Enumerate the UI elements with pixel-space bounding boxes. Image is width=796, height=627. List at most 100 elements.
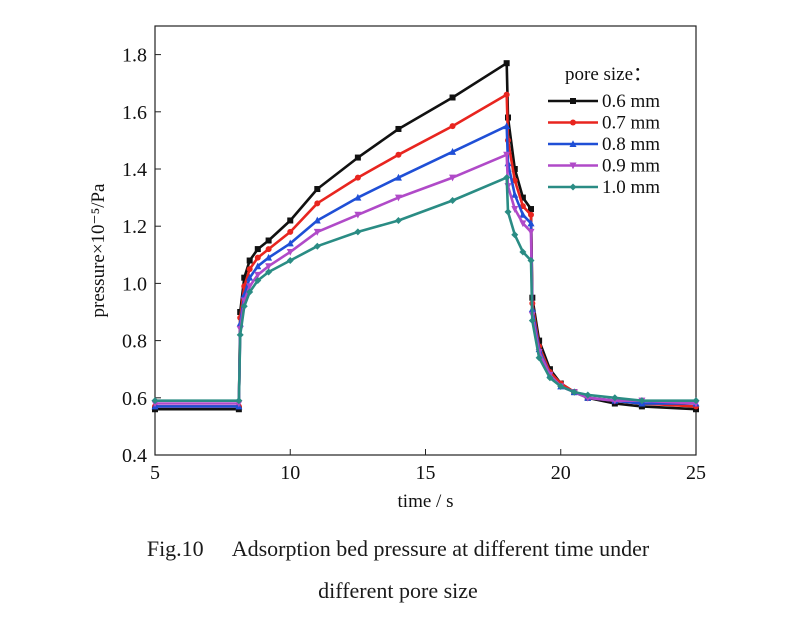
data-point-1-0-mm [246,288,254,296]
data-point-1-0-mm [394,216,402,224]
y-tick-label: 0.6 [122,388,147,410]
data-point-0-8-mm [394,173,402,181]
data-point-0-6-mm [265,237,272,244]
data-point-1-0-mm [151,397,159,405]
pressure-chart: 5 10 15 20 25 0.4 0.6 0.8 1.0 1.2 1.4 1.6 1.8 time / … [88,25,706,512]
data-point-0-8-mm [254,262,262,270]
data-point-1-0-mm [535,354,543,362]
data-point-0-7-mm [314,200,321,207]
data-point-1-0-mm [354,228,362,236]
data-point-0-7-mm [449,123,456,130]
data-point-1-0-mm [557,382,565,390]
data-point-0-8-mm [527,219,535,227]
data-point-0-7-mm [503,91,510,98]
data-point-1-0-mm [313,242,321,250]
data-point-0-9-mm [511,206,519,213]
figure-caption-line-2: different pore size [318,578,478,603]
data-point-1-0-mm [692,397,700,405]
data-point-0-9-mm [527,228,535,236]
data-point-1-0-mm [528,317,536,325]
data-point-0-9-mm [449,174,457,182]
data-point-0-7-mm [246,266,253,273]
data-point-0-6-mm [254,246,261,253]
data-point-1-0-mm [265,268,273,276]
legend-marker-0-7-mm [570,119,576,126]
legend-marker-1-0-mm [569,183,577,191]
data-point-0-8-mm [519,210,527,218]
data-point-0-6-mm [287,217,294,224]
data-point-0-8-mm [354,193,362,201]
data-point-0-9-mm [246,283,254,291]
data-point-1-0-mm [511,231,519,239]
data-point-0-6-mm [511,166,518,172]
data-point-1-0-mm [449,196,457,204]
data-point-0-9-mm [503,151,511,159]
data-point-0-6-mm [314,186,321,193]
x-tick-label: 5 [150,462,160,484]
x-axis-label: time / s [398,491,454,512]
data-point-1-0-mm [519,248,527,256]
y-tick-label: 1.0 [122,273,147,295]
data-point-1-0-mm [254,277,262,285]
data-point-1-0-mm [240,302,248,310]
y-tick-label: 1.8 [122,45,147,67]
data-point-1-0-mm [611,394,619,402]
y-tick-label: 1.6 [122,102,147,124]
data-point-1-0-mm [546,374,554,382]
data-point-1-0-mm [570,388,578,396]
data-point-0-9-mm [286,248,294,256]
legend-label-0-6-mm: 0.6 mm [602,91,660,112]
y-tick-label: 0.4 [122,445,147,467]
x-tick-label: 15 [416,462,436,484]
legend-marker-0-9-mm [569,162,577,170]
data-point-0-6-mm [241,274,248,281]
data-point-0-6-mm [519,194,526,201]
y-tick-label: 0.8 [122,331,147,353]
data-point-0-7-mm [354,174,361,181]
data-point-0-7-mm [265,246,272,253]
y-axis-label: pressure×10⁻⁵/Pa [88,183,109,318]
legend-title: pore size： [565,64,652,85]
legend-label-0-9-mm: 0.9 mm [602,156,660,177]
data-point-1-0-mm [235,397,243,405]
data-point-0-8-mm [246,273,254,281]
data-point-0-9-mm [519,220,527,228]
series-line-1-0-mm [155,176,696,403]
x-tick-label: 10 [280,462,300,484]
figure-number: Fig.10 [146,536,204,561]
data-point-0-6-mm [503,60,510,67]
legend-marker-0-8-mm [569,140,577,147]
data-point-1-0-mm [584,391,592,399]
data-point-1-0-mm [527,257,535,265]
data-point-0-6-mm [395,125,402,132]
data-point-0-6-mm [449,94,456,101]
data-point-1-0-mm [504,208,512,216]
figure-caption-text: Adsorption bed pressure at different tim… [231,536,650,561]
data-point-0-8-mm [286,239,294,247]
data-point-0-7-mm [527,211,534,218]
data-point-0-8-mm [265,253,273,261]
legend-label-1-0-mm: 1.0 mm [602,177,660,198]
data-point-0-8-mm [503,122,511,130]
legend-label-0-8-mm: 0.8 mm [602,134,660,155]
data-point-0-9-mm [265,263,273,271]
data-point-0-7-mm [254,254,261,261]
legend-marker-0-6-mm [570,98,576,104]
data-point-0-8-mm [511,190,519,198]
y-tick-label: 1.2 [122,216,147,238]
data-point-0-7-mm [395,151,402,158]
data-point-1-0-mm [638,397,646,405]
data-point-0-8-mm [313,216,321,224]
x-tick-label: 25 [686,462,706,484]
y-tick-label: 1.4 [122,159,147,181]
figure-caption-line-1: Fig.10 Adsorption bed pressure at differe… [0,534,796,564]
data-point-0-9-mm [254,271,262,279]
data-point-0-9-mm [394,194,402,202]
data-point-1-0-mm [286,257,294,265]
data-point-1-0-mm [503,174,511,182]
data-point-0-7-mm [287,228,294,235]
data-point-0-6-mm [527,206,534,213]
data-point-0-9-mm [313,228,321,236]
x-tick-label: 20 [551,462,571,484]
data-point-0-8-mm [449,148,457,155]
